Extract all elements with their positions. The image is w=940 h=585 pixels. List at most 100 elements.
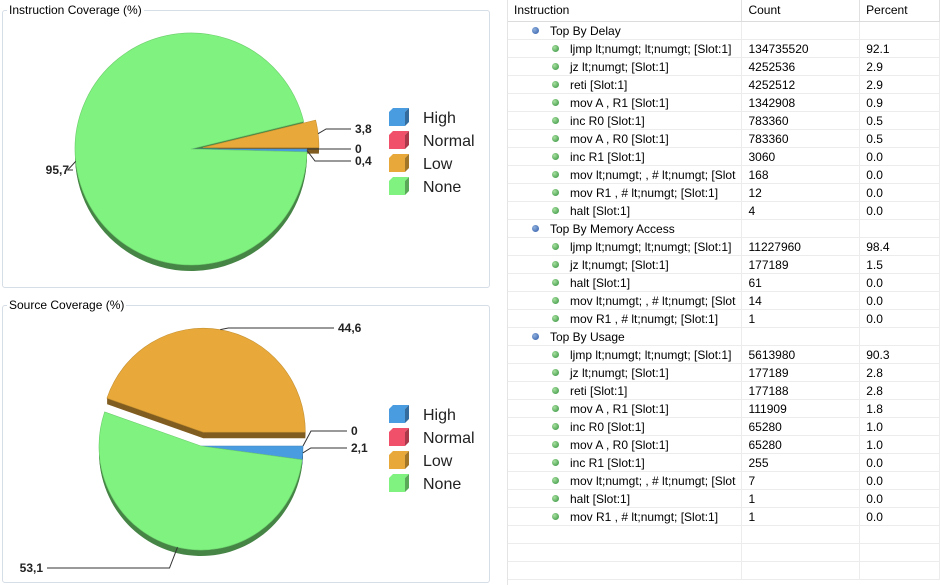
legend-swatch-top — [389, 451, 409, 455]
group-name-cell: Top By Usage — [508, 327, 743, 346]
table-row[interactable]: mov A , R0 [Slot:1] 65280 1.0 — [508, 435, 940, 454]
instruction-label: reti [Slot:1] — [570, 383, 628, 398]
percent-cell: 1.0 — [860, 435, 940, 454]
table-row[interactable]: mov R1 , # lt;numgt; [Slot:1] 1 0.0 — [508, 507, 940, 526]
leaf-node-icon — [552, 99, 559, 106]
pie-slice-low[interactable] — [202, 119, 320, 148]
instruction-cell: reti [Slot:1] — [508, 381, 743, 400]
empty-cell — [860, 562, 940, 580]
instruction-coverage-panel: Instruction Coverage (%) 0,4 0 3,8 95,7 High… — [2, 3, 490, 288]
instruction-cell: mov A , R1 [Slot:1] — [508, 399, 743, 418]
table-row[interactable]: reti [Slot:1] 177188 2.8 — [508, 381, 940, 400]
leaf-node-icon — [552, 117, 559, 124]
count-cell: 7 — [742, 471, 861, 490]
instruction-cell: mov R1 , # lt;numgt; [Slot:1] — [508, 507, 743, 526]
count-cell: 5613980 — [742, 345, 861, 364]
count-cell: 1342908 — [742, 93, 861, 112]
table-row[interactable]: mov A , R1 [Slot:1] 111909 1.8 — [508, 399, 940, 418]
table-row[interactable]: inc R0 [Slot:1] 783360 0.5 — [508, 111, 940, 130]
table-row[interactable]: halt [Slot:1] 1 0.0 — [508, 489, 940, 508]
instruction-label: inc R1 [Slot:1] — [570, 149, 645, 164]
legend-swatch — [389, 135, 405, 149]
instruction-cell: inc R1 [Slot:1] — [508, 147, 743, 166]
count-cell: 255 — [742, 453, 861, 472]
table-row[interactable]: inc R0 [Slot:1] 65280 1.0 — [508, 417, 940, 436]
count-cell: 111909 — [742, 399, 861, 418]
empty-cell — [860, 544, 940, 562]
leaf-node-icon — [552, 45, 559, 52]
header-count[interactable]: Count — [742, 0, 861, 21]
value-label: 0,4 — [355, 154, 372, 168]
legend-swatch-side — [405, 177, 409, 195]
count-cell: 783360 — [742, 111, 861, 130]
table-row[interactable]: jz lt;numgt; [Slot:1] 177189 1.5 — [508, 255, 940, 274]
instruction-cell: mov R1 , # lt;numgt; [Slot:1] — [508, 183, 743, 202]
table-row[interactable]: jz lt;numgt; [Slot:1] 177189 2.8 — [508, 363, 940, 382]
group-row[interactable]: Top By Memory Access — [508, 219, 940, 238]
instruction-label: mov A , R0 [Slot:1] — [570, 131, 669, 146]
group-row[interactable]: Top By Usage — [508, 327, 940, 346]
instruction-cell: halt [Slot:1] — [508, 489, 743, 508]
tree-node-icon[interactable] — [532, 225, 539, 232]
instruction-cell: inc R0 [Slot:1] — [508, 111, 743, 130]
instruction-cell: ljmp lt;numgt; lt;numgt; [Slot:1] — [508, 237, 743, 256]
legend-item-low: Low — [389, 154, 453, 173]
empty-row — [508, 526, 940, 544]
legend-label: Normal — [423, 430, 475, 447]
tree-node-icon[interactable] — [532, 333, 539, 340]
header-instruction[interactable]: Instruction — [508, 0, 743, 21]
header-percent[interactable]: Percent — [860, 0, 940, 21]
instruction-cell: ljmp lt;numgt; lt;numgt; [Slot:1] — [508, 39, 743, 58]
table-row[interactable]: mov A , R1 [Slot:1] 1342908 0.9 — [508, 93, 940, 112]
table-row[interactable]: mov R1 , # lt;numgt; [Slot:1] 12 0.0 — [508, 183, 940, 202]
source-coverage-title: Source Coverage (%) — [7, 298, 127, 312]
percent-cell: 2.9 — [860, 75, 940, 94]
legend-swatch-top — [389, 474, 409, 478]
legend-label: High — [423, 407, 456, 424]
empty-cell — [742, 526, 861, 544]
table-header: Instruction Count Percent — [508, 0, 940, 22]
table-row[interactable]: halt [Slot:1] 4 0.0 — [508, 201, 940, 220]
group-row[interactable]: Top By Delay — [508, 21, 940, 40]
pie-slice-none[interactable] — [98, 411, 303, 551]
table-row[interactable]: inc R1 [Slot:1] 255 0.0 — [508, 453, 940, 472]
leaf-node-icon — [552, 459, 559, 466]
tree-node-icon[interactable] — [532, 27, 539, 34]
table-row[interactable]: reti [Slot:1] 4252512 2.9 — [508, 75, 940, 94]
count-cell: 4 — [742, 201, 861, 220]
leader-line — [47, 547, 178, 569]
legend-swatch-side — [405, 428, 409, 446]
leaf-node-icon — [552, 423, 559, 430]
count-cell: 4252512 — [742, 75, 861, 94]
instruction-label: mov A , R0 [Slot:1] — [570, 437, 669, 452]
table-row[interactable]: ljmp lt;numgt; lt;numgt; [Slot:1] 1347355… — [508, 39, 940, 58]
instruction-cell: reti [Slot:1] — [508, 75, 743, 94]
leaf-node-icon — [552, 171, 559, 178]
table-row[interactable]: jz lt;numgt; [Slot:1] 4252536 2.9 — [508, 57, 940, 76]
table-row[interactable]: mov lt;numgt; , # lt;numgt; [Slot 14 0.0 — [508, 291, 940, 310]
count-cell: 177189 — [742, 255, 861, 274]
empty-cell — [508, 526, 743, 544]
table-row[interactable]: inc R1 [Slot:1] 3060 0.0 — [508, 147, 940, 166]
table-row[interactable]: mov lt;numgt; , # lt;numgt; [Slot 168 0.0 — [508, 165, 940, 184]
coverage-table[interactable]: Instruction Count Percent Top By Delay lj… — [507, 0, 940, 585]
table-row[interactable]: halt [Slot:1] 61 0.0 — [508, 273, 940, 292]
leaf-node-icon — [552, 405, 559, 412]
table-row[interactable]: mov A , R0 [Slot:1] 783360 0.5 — [508, 129, 940, 148]
legend-swatch-side — [405, 405, 409, 423]
legend-swatch-top — [389, 405, 409, 409]
instruction-label: mov R1 , # lt;numgt; [Slot:1] — [570, 311, 719, 326]
table-row[interactable]: ljmp lt;numgt; lt;numgt; [Slot:1] 1122796… — [508, 237, 940, 256]
leaf-node-icon — [552, 153, 559, 160]
legend-item-none: None — [389, 474, 461, 493]
instruction-label: mov lt;numgt; , # lt;numgt; [Slot — [570, 167, 736, 182]
legend-label: None — [423, 179, 461, 196]
instruction-label: mov lt;numgt; , # lt;numgt; [Slot — [570, 473, 736, 488]
table-row[interactable]: mov lt;numgt; , # lt;numgt; [Slot 7 0.0 — [508, 471, 940, 490]
table-row[interactable]: mov R1 , # lt;numgt; [Slot:1] 1 0.0 — [508, 309, 940, 328]
leaf-node-icon — [552, 495, 559, 502]
percent-cell: 1.0 — [860, 417, 940, 436]
table-row[interactable]: ljmp lt;numgt; lt;numgt; [Slot:1] 5613980… — [508, 345, 940, 364]
pie-slice-low[interactable] — [106, 327, 306, 433]
instruction-label: halt [Slot:1] — [570, 203, 631, 218]
